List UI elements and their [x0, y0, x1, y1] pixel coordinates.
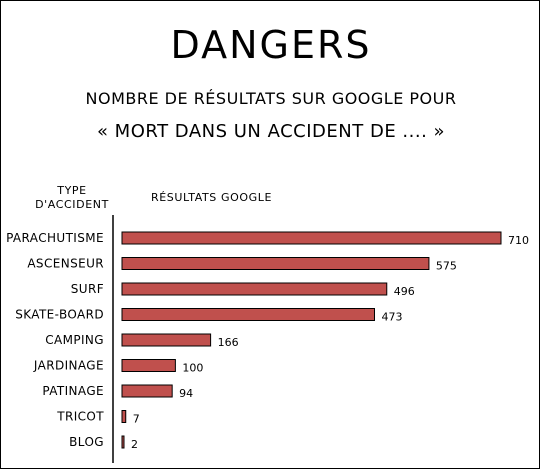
chart-subtitle: NOMBRE DE RÉSULTATS SUR GOOGLE POUR — [85, 89, 457, 108]
category-header-line1: TYPE — [57, 184, 87, 197]
category-label: ASCENSEUR — [27, 257, 104, 271]
bar-parachutisme — [121, 231, 502, 245]
bar-camping — [121, 333, 212, 347]
bar-patinage — [121, 384, 173, 398]
bar-blog — [121, 435, 125, 449]
value-label: 166 — [218, 336, 239, 349]
category-label: PARACHUTISME — [6, 231, 104, 245]
bar-skate-board — [121, 308, 375, 321]
value-label: 710 — [508, 234, 529, 247]
bar-ascenseur — [121, 257, 430, 270]
category-label: PATINAGE — [42, 384, 104, 398]
bar-tricot — [121, 410, 127, 423]
category-label: TRICOT — [56, 410, 104, 424]
value-label: 94 — [179, 387, 193, 400]
value-axis-header: RÉSULTATS GOOGLE — [151, 191, 273, 204]
category-header-line2: D'ACCIDENT — [35, 198, 109, 211]
category-label: SKATE-BOARD — [15, 308, 104, 322]
value-label: 100 — [182, 362, 203, 375]
value-label: 473 — [381, 311, 402, 324]
value-label: 2 — [131, 438, 138, 451]
bar-surf — [121, 282, 388, 296]
value-label: 496 — [394, 285, 415, 298]
category-label: BLOG — [69, 435, 104, 449]
category-axis-header: TYPE D'ACCIDENT — [27, 184, 117, 212]
bar-jardinage — [121, 359, 176, 372]
category-label: SURF — [71, 282, 104, 296]
value-label: 7 — [133, 413, 140, 426]
chart-title: DANGERS — [170, 23, 372, 67]
value-label: 575 — [436, 260, 457, 273]
category-label: JARDINAGE — [33, 359, 104, 373]
category-label: CAMPING — [45, 333, 104, 347]
chart-subtitle-query: « MORT DANS UN ACCIDENT DE .... » — [96, 121, 446, 142]
